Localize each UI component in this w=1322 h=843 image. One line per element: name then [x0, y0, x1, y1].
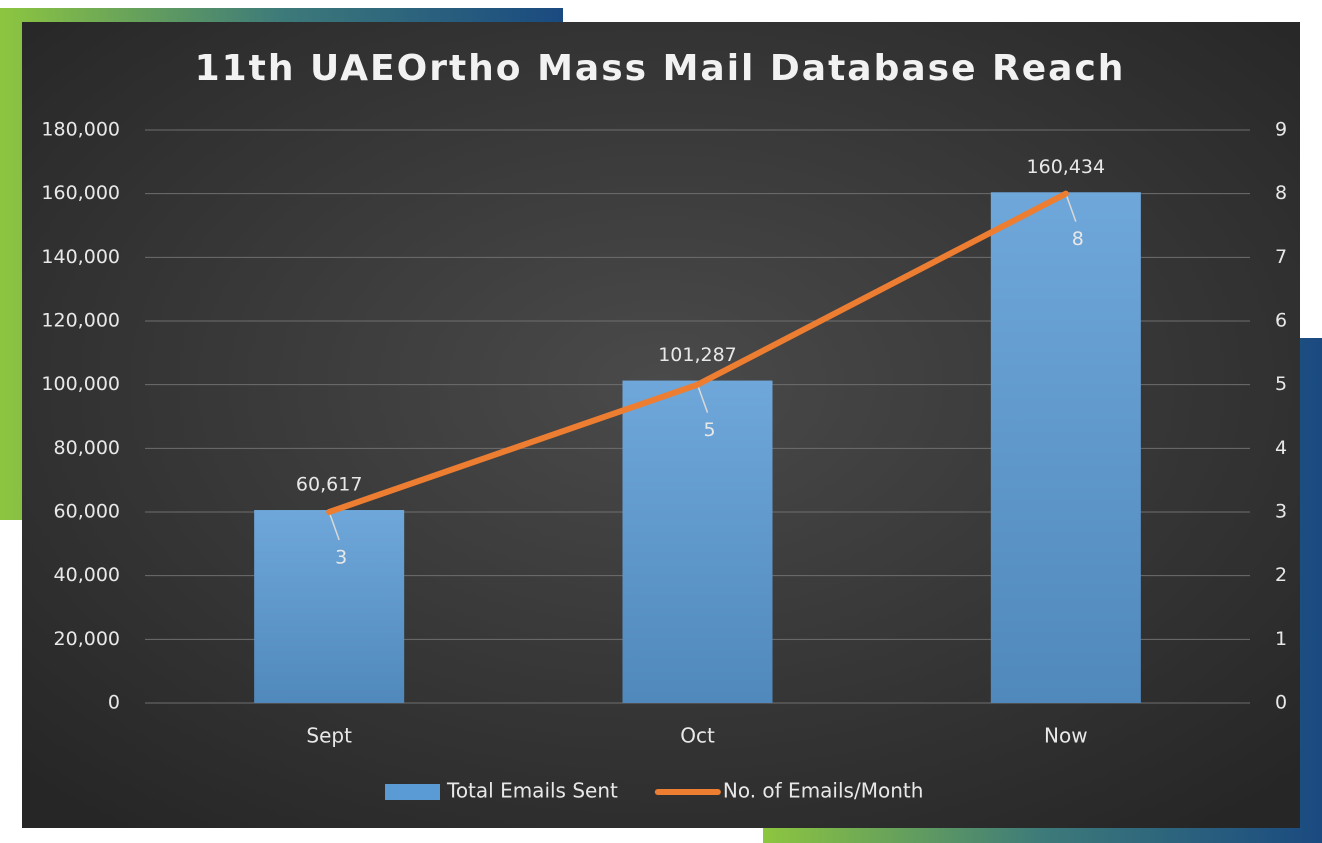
y-tick-label: 80,000 — [54, 437, 120, 459]
x-tick-label: Now — [1044, 724, 1088, 748]
y2-tick-label: 4 — [1275, 437, 1287, 459]
bar-shade — [254, 510, 405, 703]
data-label: 3 — [335, 547, 347, 569]
y2-tick-label: 3 — [1275, 501, 1287, 523]
y-tick-label: 180,000 — [41, 119, 120, 141]
legend-label: Total Emails Sent — [446, 779, 618, 803]
data-label: 101,287 — [658, 344, 737, 366]
data-label: 160,434 — [1027, 156, 1106, 178]
leader-line — [696, 384, 709, 413]
data-label: 8 — [1072, 228, 1084, 250]
bar-shade — [990, 192, 1141, 703]
data-label: 5 — [703, 419, 715, 441]
y-tick-label: 60,000 — [54, 501, 120, 523]
y-tick-label: 20,000 — [54, 628, 120, 650]
line — [326, 190, 1069, 515]
y-tick-label: 100,000 — [41, 373, 120, 395]
legend-swatch — [385, 784, 440, 800]
y2-tick-label: 2 — [1275, 564, 1287, 586]
y-tick-label: 140,000 — [41, 246, 120, 268]
data-label: 60,617 — [296, 474, 362, 496]
chart-title: 11th UAEOrtho Mass Mail Database Reach — [195, 48, 1126, 89]
y2-tick-label: 9 — [1275, 119, 1287, 141]
legend-label: No. of Emails/Month — [723, 779, 924, 803]
y2-tick-label: 7 — [1275, 246, 1287, 268]
y2-tick-label: 5 — [1275, 373, 1287, 395]
leader-line — [328, 511, 340, 541]
x-tick-label: Oct — [680, 724, 715, 748]
y2-tick-label: 0 — [1275, 692, 1287, 714]
y-tick-label: 0 — [108, 692, 120, 714]
y-tick-label: 40,000 — [54, 564, 120, 586]
y2-tick-label: 8 — [1275, 182, 1287, 204]
y-tick-label: 160,000 — [41, 182, 120, 204]
leader-line — [1065, 193, 1077, 222]
bar-shade — [622, 380, 773, 703]
x-tick-label: Sept — [306, 724, 352, 748]
y2-tick-label: 6 — [1275, 310, 1287, 332]
y-tick-label: 120,000 — [41, 310, 120, 332]
y2-tick-label: 1 — [1275, 628, 1287, 650]
